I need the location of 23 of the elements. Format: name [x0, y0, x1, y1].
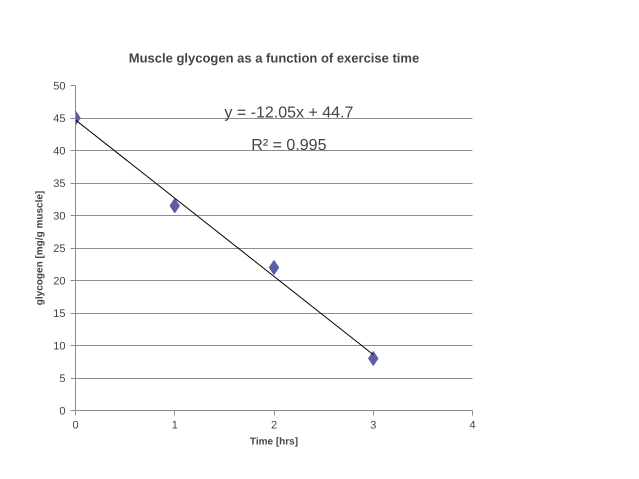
point: [368, 351, 378, 366]
y-tick-label: 35: [53, 178, 66, 190]
y-tick-label: 25: [53, 243, 66, 255]
y-tick-label: 5: [59, 373, 66, 385]
y-tick-label: 40: [53, 146, 66, 158]
x-tick-label: 3: [370, 420, 376, 432]
y-axis-title: glycogen [mg/g muscle]: [34, 190, 46, 306]
y-tick-label: 10: [53, 340, 66, 352]
annotation: y = -12.05x + 44.7: [224, 104, 354, 122]
x-tick-label: 1: [172, 420, 178, 432]
point: [268, 260, 280, 275]
y-tick-label: 20: [53, 276, 66, 288]
y-tick-label: 0: [59, 406, 66, 418]
y-tick-label: 50: [53, 80, 66, 92]
y-tick-label: 45: [53, 113, 66, 125]
x-tick-label: 2: [270, 420, 278, 432]
x-tick-label: 4: [469, 420, 476, 432]
annotation: R² = 0.995: [251, 136, 327, 154]
y-tick-label: 15: [53, 308, 66, 320]
x-axis-title: Time [hrs]: [250, 436, 298, 448]
y-tick-label: 30: [53, 210, 66, 222]
x-tick-label: 0: [72, 420, 79, 432]
chart-title: Muscle glycogen as a function of exercise time: [128, 50, 420, 66]
